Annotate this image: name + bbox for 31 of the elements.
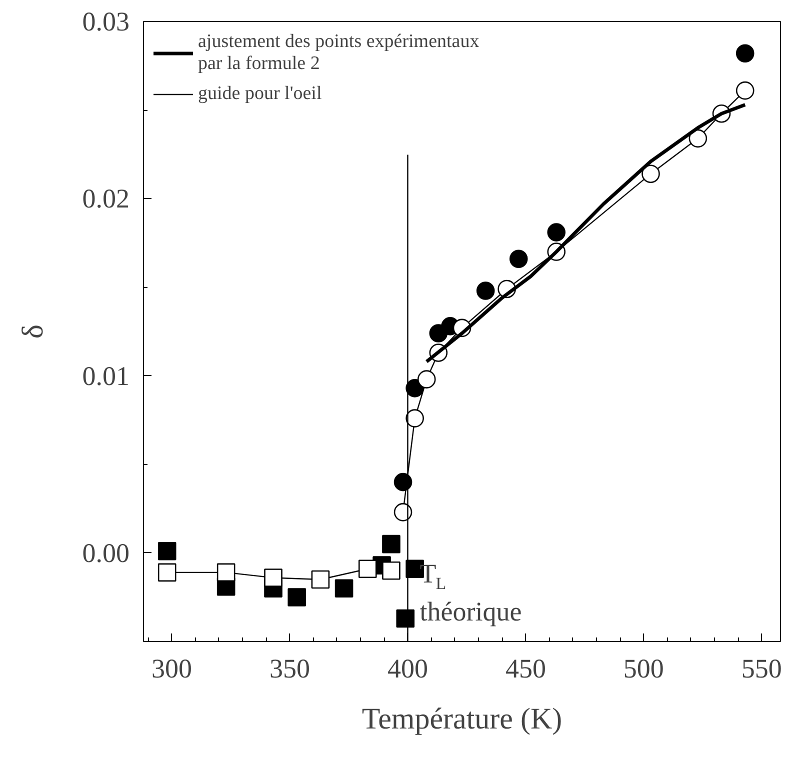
legend-label: guide pour l'oeil — [198, 83, 322, 105]
x-tick-label: 550 — [741, 654, 782, 684]
point — [358, 560, 377, 578]
x-tick-label: 500 — [623, 654, 664, 684]
x-tick-label: 400 — [387, 654, 428, 684]
point — [216, 563, 236, 582]
x-tick-label: 300 — [152, 654, 192, 684]
point — [417, 370, 436, 388]
point — [509, 250, 528, 268]
point — [158, 542, 176, 560]
legend-label: ajustement des points expérimentaux par la formule 2 — [198, 31, 480, 75]
x-tick-label: 450 — [505, 654, 546, 684]
point — [396, 609, 415, 628]
point — [264, 568, 282, 587]
y-tick-label: 0.03 — [82, 6, 130, 36]
x-axis-title: Température (K) — [362, 702, 562, 736]
point — [736, 44, 754, 63]
y-tick-label: 0.01 — [82, 360, 130, 391]
point — [334, 579, 354, 598]
point — [382, 534, 400, 554]
point — [547, 223, 566, 242]
y-tick-label: 0.02 — [82, 184, 130, 214]
point — [158, 563, 176, 582]
point — [288, 588, 306, 606]
point — [476, 282, 495, 300]
point — [311, 570, 330, 589]
x-tick-label: 350 — [270, 654, 310, 684]
point — [406, 409, 424, 428]
y-tick-label: 0.00 — [82, 538, 130, 568]
point — [382, 561, 400, 580]
y-axis-title: δ — [16, 324, 50, 339]
